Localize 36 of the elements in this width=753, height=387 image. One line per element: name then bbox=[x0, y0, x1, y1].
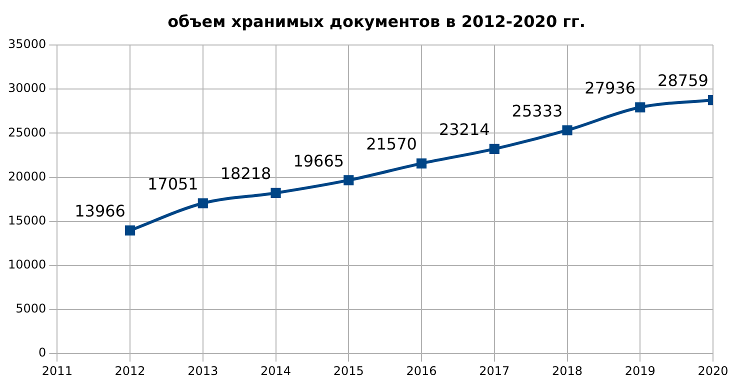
point bbox=[198, 198, 208, 208]
data-label: 28759 bbox=[658, 71, 708, 90]
point bbox=[489, 144, 500, 154]
x-tick-label: 2011 bbox=[42, 364, 72, 378]
data-label: 17051 bbox=[147, 174, 198, 194]
data-label: 25333 bbox=[512, 101, 563, 120]
x-tick-label: 2017 bbox=[479, 364, 510, 378]
y-tick-label: 30000 bbox=[8, 81, 46, 96]
point bbox=[344, 175, 354, 186]
y-tick-label: 5000 bbox=[16, 302, 46, 316]
y-tick-label: 0 bbox=[38, 346, 46, 360]
point bbox=[562, 125, 572, 136]
data-label: 18218 bbox=[220, 164, 272, 184]
x-tick-label: 2018 bbox=[552, 364, 583, 378]
data-label: 23214 bbox=[438, 120, 490, 140]
x-tick-label: 2019 bbox=[624, 364, 656, 378]
x-tick-label: 2013 bbox=[188, 364, 218, 378]
point bbox=[416, 158, 427, 168]
data-label: 13966 bbox=[74, 202, 126, 221]
x-tick-label: 2020 bbox=[698, 364, 728, 378]
x-tick-label: 2016 bbox=[406, 364, 437, 378]
y-tick-label: 20000 bbox=[8, 169, 46, 184]
point bbox=[125, 225, 136, 236]
x-tick-label: 2015 bbox=[333, 364, 364, 378]
y-tick-label: 15000 bbox=[8, 213, 46, 228]
chart-title: объем хранимых документов в 2012-2020 гг. bbox=[166, 12, 586, 31]
data-label: 27936 bbox=[584, 78, 636, 98]
y-tick-label: 25000 bbox=[8, 125, 46, 140]
y-tick-label: 10000 bbox=[8, 258, 46, 272]
data-label: 19665 bbox=[293, 151, 344, 170]
x-tick-label: 2014 bbox=[260, 364, 292, 378]
data-label: 21570 bbox=[366, 134, 417, 154]
y-tick-label: 35000 bbox=[8, 37, 46, 52]
point bbox=[270, 188, 281, 198]
x-tick-label: 2012 bbox=[114, 364, 146, 378]
point bbox=[635, 102, 646, 112]
